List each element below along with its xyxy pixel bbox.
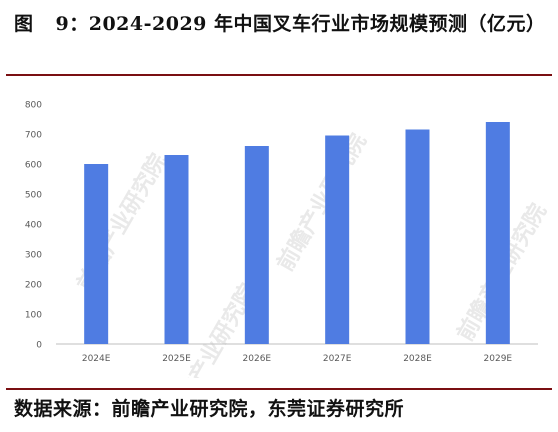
y-tick-label: 700 — [25, 131, 42, 141]
bar — [485, 122, 510, 344]
bar — [164, 155, 189, 344]
y-tick-label: 0 — [36, 341, 42, 351]
y-tick-label: 300 — [25, 251, 42, 261]
x-tick-label: 2027E — [323, 354, 352, 364]
bar — [244, 146, 269, 344]
y-tick-label: 600 — [25, 161, 42, 171]
x-tick-label: 2025E — [162, 354, 191, 364]
x-tick-label: 2028E — [403, 354, 432, 364]
x-tick-label: 2024E — [82, 354, 111, 364]
y-tick-label: 500 — [25, 191, 42, 201]
bar-chart: 前瞻产业研究院前瞻产业研究院前瞻产业研究院前瞻产业研究院010020030040… — [25, 101, 550, 379]
y-tick-label: 400 — [25, 221, 42, 231]
bar — [84, 164, 109, 344]
bottom-rule — [6, 388, 552, 390]
x-tick-label: 2026E — [243, 354, 272, 364]
x-tick-label: 2029E — [484, 354, 513, 364]
chart-area: 前瞻产业研究院前瞻产业研究院前瞻产业研究院前瞻产业研究院010020030040… — [8, 86, 550, 379]
y-tick-label: 100 — [25, 311, 42, 321]
top-rule — [6, 74, 552, 76]
figure-title: 9：2024-2029 年中国叉车行业市场规模预测（亿元） — [55, 13, 546, 35]
watermark-text: 前瞻产业研究院 — [272, 129, 372, 275]
y-tick-label: 800 — [25, 101, 42, 111]
figure-label: 图 — [14, 13, 34, 35]
bar — [325, 135, 350, 344]
bar — [405, 129, 430, 344]
figure-caption: 图 9：2024-2029 年中国叉车行业市场规模预测（亿元） — [14, 8, 550, 40]
y-tick-label: 200 — [25, 281, 42, 291]
source-note: 数据来源：前瞻产业研究院，东莞证券研究所 — [14, 398, 405, 420]
